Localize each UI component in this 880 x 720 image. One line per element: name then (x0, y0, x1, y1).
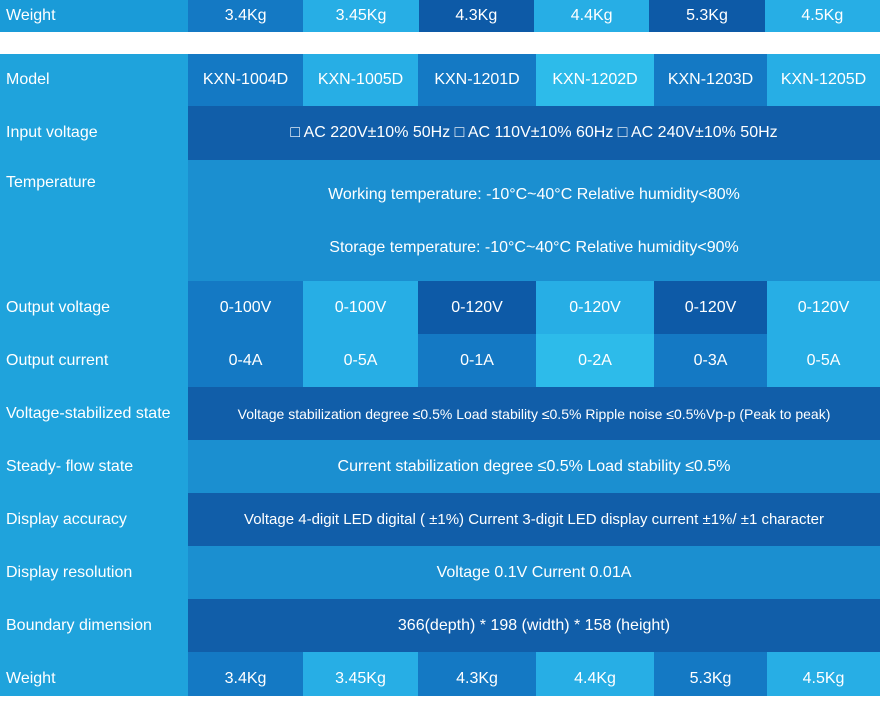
model-cell: KXN-1004D (188, 54, 303, 106)
temperature-value: Working temperature: -10°C~40°C Relative… (188, 160, 880, 281)
row-label: Input voltage (0, 106, 188, 160)
output-current-cell: 0-2A (536, 334, 654, 387)
model-cell: KXN-1201D (418, 54, 536, 106)
model-cell: KXN-1202D (536, 54, 654, 106)
output-voltage-cell: 0-120V (418, 281, 536, 334)
output-voltage-cell: 0-100V (188, 281, 303, 334)
row-label: Display accuracy (0, 493, 188, 546)
output-voltage-cell: 0-120V (654, 281, 767, 334)
row-label: Display resolution (0, 546, 188, 599)
working-temperature: Working temperature: -10°C~40°C Relative… (328, 185, 740, 203)
model-cell: KXN-1203D (654, 54, 767, 106)
cell: 3.4Kg (188, 0, 304, 32)
bottom-margin (0, 696, 880, 720)
top-weight-row: Weight 3.4Kg 3.45Kg 4.3Kg 4.4Kg 5.3Kg 4.… (0, 0, 880, 32)
cell: 4.5Kg (764, 0, 880, 32)
output-voltage-cell: 0-120V (536, 281, 654, 334)
top-weight-table: Weight 3.4Kg 3.45Kg 4.3Kg 4.4Kg 5.3Kg 4.… (0, 0, 880, 32)
spec-table: Model KXN-1004D KXN-1005D KXN-1201D KXN-… (0, 54, 880, 705)
model-cell: KXN-1005D (303, 54, 418, 106)
output-current-cell: 0-1A (418, 334, 536, 387)
display-resolution-value: Voltage 0.1V Current 0.01A (188, 546, 880, 599)
top-weight-band: Weight 3.4Kg 3.45Kg 4.3Kg 4.4Kg 5.3Kg 4.… (0, 0, 880, 32)
boundary-dimension-value: 366(depth) * 198 (width) * 158 (height) (188, 599, 880, 652)
row-label: Model (0, 54, 188, 106)
input-voltage-row: Input voltage □ AC 220V±10% 50Hz □ AC 11… (0, 106, 880, 160)
temperature-row: Temperature Working temperature: -10°C~4… (0, 160, 880, 281)
row-label: Steady- flow state (0, 440, 188, 493)
display-accuracy-row: Display accuracy Voltage 4-digit LED dig… (0, 493, 880, 546)
display-resolution-row: Display resolution Voltage 0.1V Current … (0, 546, 880, 599)
output-current-cell: 0-5A (767, 334, 880, 387)
output-voltage-row: Output voltage 0-100V 0-100V 0-120V 0-12… (0, 281, 880, 334)
row-label: Temperature (0, 160, 188, 281)
storage-temperature: Storage temperature: -10°C~40°C Relative… (329, 238, 739, 256)
row-label: Weight (0, 0, 188, 32)
spec-table-container: Model KXN-1004D KXN-1005D KXN-1201D KXN-… (0, 54, 880, 705)
model-row: Model KXN-1004D KXN-1005D KXN-1201D KXN-… (0, 54, 880, 106)
output-current-cell: 0-4A (188, 334, 303, 387)
output-voltage-cell: 0-100V (303, 281, 418, 334)
output-voltage-cell: 0-120V (767, 281, 880, 334)
steady-flow-row: Steady- flow state Current stabilization… (0, 440, 880, 493)
input-voltage-value: □ AC 220V±10% 50Hz □ AC 110V±10% 60Hz □ … (188, 106, 880, 160)
voltage-stabilized-value: Voltage stabilization degree ≤0.5% Load … (188, 387, 880, 440)
display-accuracy-value: Voltage 4-digit LED digital ( ±1%) Curre… (188, 493, 880, 546)
output-current-row: Output current 0-4A 0-5A 0-1A 0-2A 0-3A … (0, 334, 880, 387)
boundary-dimension-row: Boundary dimension 366(depth) * 198 (wid… (0, 599, 880, 652)
cell: 3.45Kg (303, 0, 419, 32)
cell: 4.4Kg (533, 0, 650, 32)
voltage-stabilized-row: Voltage-stabilized state Voltage stabili… (0, 387, 880, 440)
row-label: Output current (0, 334, 188, 387)
steady-flow-value: Current stabilization degree ≤0.5% Load … (188, 440, 880, 493)
output-current-cell: 0-3A (654, 334, 767, 387)
cell: 4.3Kg (418, 0, 534, 32)
row-label: Voltage-stabilized state (0, 387, 188, 440)
model-cell: KXN-1205D (767, 54, 880, 106)
row-label: Output voltage (0, 281, 188, 334)
row-label: Boundary dimension (0, 599, 188, 652)
white-separator (0, 32, 880, 54)
cell: 5.3Kg (649, 0, 765, 32)
output-current-cell: 0-5A (303, 334, 418, 387)
